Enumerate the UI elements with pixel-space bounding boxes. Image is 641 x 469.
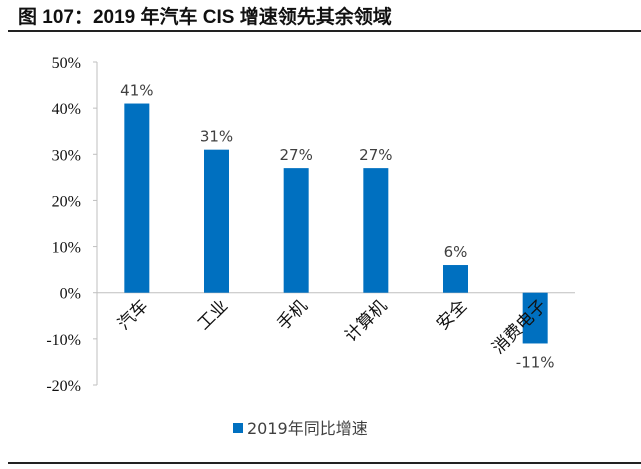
- x-tick-label: 工业: [194, 296, 232, 334]
- data-label: 27%: [359, 146, 392, 164]
- y-tick-label: -10%: [46, 332, 81, 349]
- data-label: -11%: [516, 353, 555, 371]
- bar-安全: [443, 265, 468, 293]
- bar-计算机: [363, 168, 389, 293]
- y-tick-label: 40%: [52, 101, 81, 118]
- x-tick-label: 汽车: [114, 296, 152, 334]
- bar-工业: [204, 149, 229, 293]
- y-tick-label: 0%: [60, 286, 81, 303]
- legend-swatch: [233, 423, 243, 433]
- data-label: 41%: [120, 82, 153, 100]
- y-tick-label: 20%: [52, 193, 81, 210]
- x-tick-label: 安全: [433, 296, 471, 334]
- bottom-rule: [8, 462, 641, 464]
- data-label: 6%: [444, 243, 468, 261]
- y-tick-label: -20%: [46, 378, 81, 395]
- y-tick-label: 10%: [52, 240, 81, 257]
- legend-label: 2019年同比增速: [247, 419, 368, 438]
- title-rule: [8, 30, 641, 32]
- y-tick-label: 50%: [52, 55, 81, 72]
- bar-消费电子: [522, 292, 548, 344]
- x-tick-label: 计算机: [341, 296, 391, 346]
- bar-汽车: [124, 103, 150, 293]
- data-label: 27%: [279, 146, 312, 164]
- y-tick-label: 30%: [52, 147, 81, 164]
- figure-title: 图 107：2019 年汽车 CIS 增速领先其余领域: [18, 7, 392, 28]
- bar-手机: [283, 168, 309, 293]
- data-label: 31%: [200, 128, 233, 146]
- x-tick-label: 手机: [274, 296, 312, 334]
